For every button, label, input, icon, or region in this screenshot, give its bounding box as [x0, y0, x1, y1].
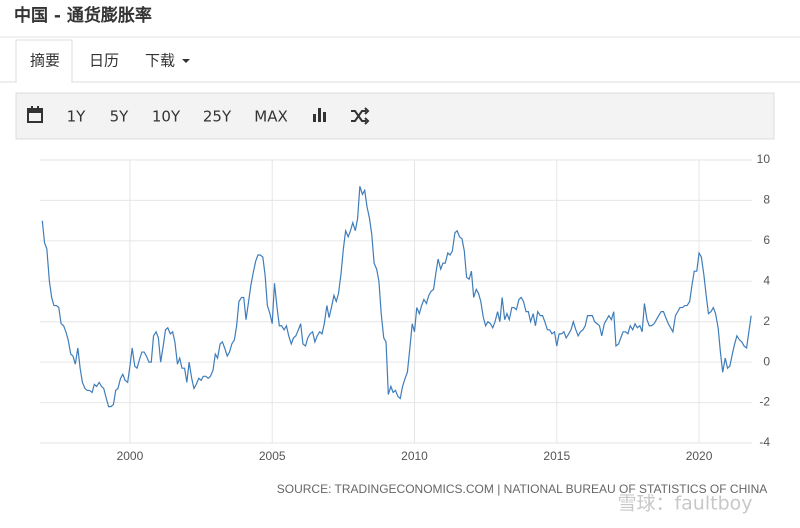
- y-tick-label: -4: [759, 435, 770, 449]
- y-tick-label: 6: [763, 233, 770, 247]
- tab[interactable]: 日历: [89, 52, 119, 70]
- x-tick-label: 2000: [117, 449, 144, 463]
- x-tick-label: 2015: [543, 449, 570, 463]
- range-button[interactable]: 25Y: [203, 108, 232, 126]
- calendar-icon[interactable]: [27, 106, 43, 123]
- watermark: 雪球：faultboy: [617, 493, 752, 515]
- x-tick-label: 2020: [686, 449, 713, 463]
- tab[interactable]: 下载: [145, 52, 175, 70]
- page-title: 中国 - 通货膨胀率: [14, 5, 152, 26]
- plot: -4 -2 0 2 4 6 8 10 2000 2005 2010 2015 2020: [40, 152, 770, 463]
- range-button[interactable]: 10Y: [152, 108, 181, 126]
- y-tick-label: 10: [757, 152, 771, 166]
- x-tick-label: 2010: [401, 449, 428, 463]
- toolbar: [15, 92, 775, 140]
- x-tick-label: 2005: [259, 449, 286, 463]
- y-tick-label: 8: [763, 193, 770, 207]
- range-button[interactable]: 1Y: [67, 108, 87, 126]
- chart-type-icon[interactable]: [313, 108, 326, 122]
- range-button[interactable]: MAX: [254, 108, 287, 126]
- active-tab[interactable]: [15, 39, 73, 82]
- dropdown-caret[interactable]: [182, 59, 190, 63]
- y-tick-label: 2: [763, 314, 770, 328]
- source-note: SOURCE: TRADINGECONOMICS.COM | NATIONAL …: [277, 482, 768, 496]
- compare-icon[interactable]: [351, 107, 370, 125]
- y-tick-label: -2: [759, 395, 770, 409]
- data-line: [41, 186, 752, 408]
- range-button[interactable]: 5Y: [110, 108, 130, 126]
- y-tick-label: 0: [763, 354, 770, 368]
- tab[interactable]: 摘要: [30, 52, 60, 70]
- y-tick-label: 4: [763, 273, 770, 287]
